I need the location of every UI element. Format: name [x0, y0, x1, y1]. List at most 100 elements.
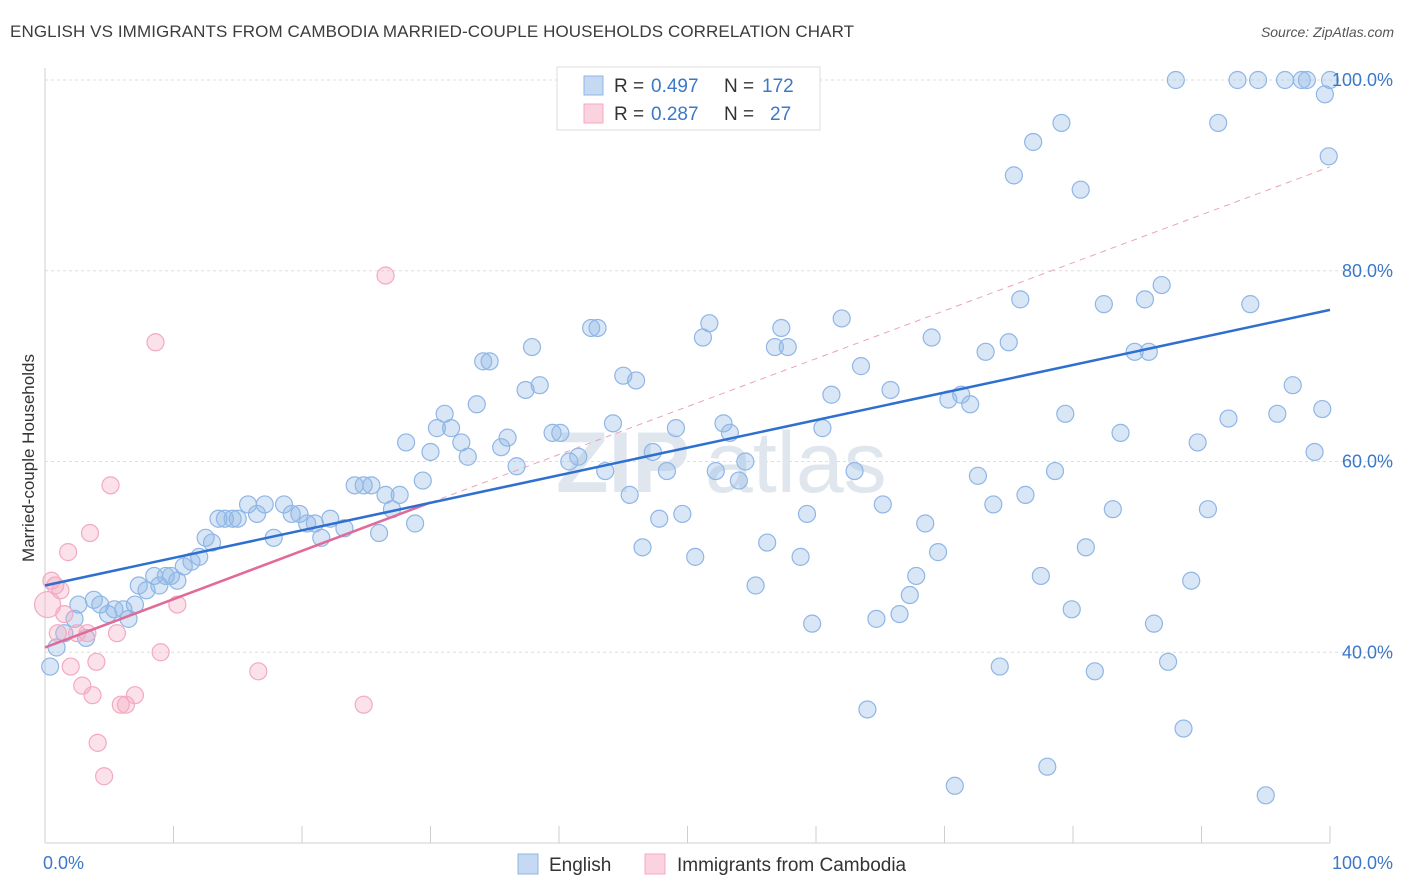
series-legend: English Immigrants from Cambodia — [517, 853, 907, 876]
data-point-english — [582, 318, 601, 338]
gridlines — [45, 79, 1393, 653]
data-point-cambodia — [61, 657, 80, 676]
data-point-english — [1315, 85, 1334, 104]
data-point-english — [551, 423, 570, 442]
data-point-english — [1024, 132, 1043, 152]
data-point-english — [1062, 600, 1081, 619]
data-point-cambodia — [55, 604, 74, 624]
data-point-english — [916, 514, 935, 533]
data-point-english — [1256, 786, 1275, 805]
data-point-english — [1305, 442, 1324, 462]
data-point-english — [1158, 652, 1178, 671]
data-point-english — [1275, 70, 1295, 90]
data-point-english — [797, 504, 817, 524]
x-tick-label: 100.0% — [1332, 853, 1393, 873]
data-point-cambodia — [146, 333, 165, 352]
stats-cambodia-n-value: 27 — [770, 104, 791, 125]
data-point-english — [990, 657, 1009, 676]
data-point-english — [1320, 70, 1340, 90]
stats-english-r-label: R = — [614, 76, 644, 97]
data-point-english — [1188, 433, 1207, 452]
data-point-english — [984, 495, 1003, 514]
data-point-english — [362, 476, 381, 495]
y-tick-label: 60.0% — [1342, 452, 1393, 472]
data-point-english — [427, 419, 447, 438]
data-point-english — [1076, 538, 1095, 557]
data-point-cambodia — [80, 523, 100, 543]
data-point-english — [1241, 295, 1260, 314]
data-point-english — [1313, 399, 1332, 419]
data-point-cambodia — [354, 695, 373, 714]
data-point-english — [758, 533, 777, 552]
legend-swatch-cambodia — [644, 853, 666, 875]
data-point-cambodia — [101, 476, 120, 495]
data-point-english — [633, 538, 652, 557]
data-point-english — [945, 776, 964, 795]
data-point-english — [1111, 423, 1130, 442]
data-point-english — [1198, 500, 1218, 519]
data-point-english — [441, 419, 461, 438]
data-point-english — [1144, 614, 1164, 633]
stats-cambodia-r-value: 0.287 — [651, 104, 699, 125]
data-point-english — [41, 657, 60, 676]
data-point-english — [890, 604, 909, 624]
data-point-english — [832, 309, 851, 328]
data-point-english — [370, 523, 389, 543]
data-point-english — [858, 700, 877, 719]
data-point-english — [729, 471, 749, 490]
stats-swatch-cambodia — [583, 103, 604, 124]
data-point-english — [282, 504, 301, 524]
data-point-english — [202, 533, 222, 552]
data-point-cambodia — [88, 733, 107, 752]
data-point-english — [881, 380, 900, 400]
data-point-english — [1052, 113, 1071, 133]
data-point-english — [686, 547, 705, 566]
data-point-english — [851, 357, 871, 376]
data-point-english — [560, 452, 579, 471]
data-point-english — [274, 495, 294, 514]
stats-cambodia-r-label: R = — [614, 104, 644, 125]
data-point-english — [803, 614, 822, 633]
data-point-english — [1016, 485, 1035, 504]
stats-swatch-english — [583, 75, 604, 96]
stats-english-n-value: 172 — [762, 76, 794, 97]
data-point-english — [961, 395, 980, 414]
data-point-english — [968, 466, 988, 485]
data-point-english — [467, 395, 486, 414]
data-point-english — [1182, 571, 1201, 590]
data-point-english — [91, 595, 110, 614]
data-point-cambodia — [83, 686, 102, 705]
data-point-english — [405, 514, 425, 533]
data-point-english — [156, 566, 175, 586]
data-point-english — [867, 609, 886, 628]
data-point-english — [845, 461, 864, 481]
data-point-english — [1297, 70, 1316, 90]
data-point-cambodia — [33, 590, 62, 619]
data-point-english — [223, 509, 242, 528]
data-point-english — [706, 461, 725, 481]
stats-legend: R = 0.497 N = 172 R = 0.287 N = 27 — [556, 66, 821, 131]
data-point-cambodia — [111, 695, 130, 714]
series-cambodia-points — [33, 266, 395, 786]
data-point-english — [1268, 404, 1287, 423]
data-point-english — [1209, 113, 1228, 133]
data-point-cambodia — [87, 652, 106, 671]
data-point-english — [1094, 295, 1113, 314]
data-point-english — [1139, 342, 1158, 361]
data-point-english — [209, 509, 228, 528]
data-point-english — [922, 328, 941, 347]
legend-label-english: English — [549, 855, 611, 876]
data-point-english — [813, 419, 832, 438]
data-point-english — [1248, 70, 1268, 90]
trend-lines — [44, 166, 1331, 649]
data-point-english — [746, 576, 765, 595]
data-point-english — [396, 433, 416, 452]
data-point-english — [666, 419, 686, 438]
data-point-english — [1174, 719, 1193, 738]
y-tick-label: 80.0% — [1342, 261, 1393, 281]
data-point-english — [1004, 166, 1023, 185]
data-point-english — [228, 509, 247, 528]
data-point-english — [1071, 180, 1090, 199]
data-point-english — [1319, 147, 1338, 166]
data-point-english — [657, 461, 677, 481]
